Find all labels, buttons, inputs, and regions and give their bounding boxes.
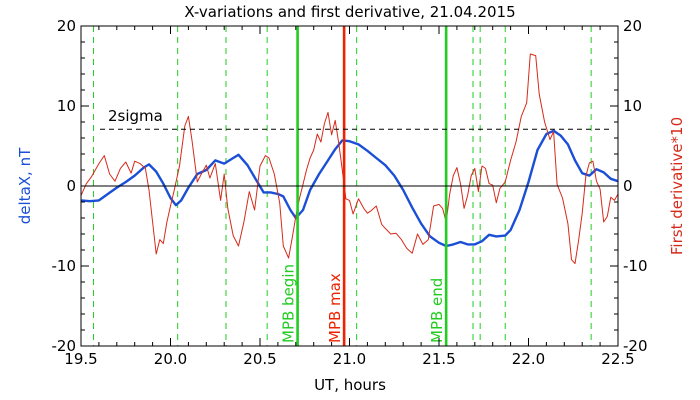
y-tick-label-right-1: -10	[623, 257, 648, 275]
y-tick-label-left-1: -10	[52, 257, 77, 275]
y-tick-label-left-3: 10	[57, 97, 76, 115]
x-tick-label-2: 20.5	[243, 350, 276, 368]
y-tick-label-left-0: -20	[52, 337, 77, 355]
x-tick-label-4: 21.5	[422, 350, 455, 368]
x-tick-label-0: 19.5	[64, 350, 97, 368]
y-tick-label-right-2: 0	[623, 177, 633, 195]
y-tick-label-right-4: 20	[623, 17, 642, 35]
y-axis-left-label: deltaX, nT	[16, 147, 34, 224]
marker-label-0: MPB begin	[280, 264, 298, 343]
marker-lines-group: MPB begin MPB max MPB end	[280, 26, 448, 346]
chart-title: X-variations and first derivative, 21.04…	[184, 3, 515, 21]
y-axis-right-label: First derivative*10	[668, 117, 686, 255]
series-line-deltax	[81, 129, 618, 248]
y-tick-label-right-0: -20	[623, 337, 648, 355]
marker-label-1: MPB max	[326, 273, 344, 343]
series-group	[81, 53, 618, 265]
x-tick-label-6: 22.5	[601, 350, 634, 368]
series-line-derivative	[81, 53, 618, 265]
x-axis-label: UT, hours	[314, 376, 386, 394]
y-tick-label-right-3: 10	[623, 97, 642, 115]
x-tick-label-5: 22.0	[512, 350, 545, 368]
x-tick-label-3: 21.0	[333, 350, 366, 368]
y-tick-label-left-2: 0	[66, 177, 76, 195]
axes-group: 19.5 20.0 20.5 21.0 21.5 22.0 22.5-20-1001020-…	[52, 17, 648, 368]
threshold-label: 2sigma	[108, 107, 163, 125]
x-tick-label-1: 20.0	[154, 350, 187, 368]
y-tick-label-left-4: 20	[57, 17, 76, 35]
marker-label-2: MPB end	[428, 278, 446, 343]
